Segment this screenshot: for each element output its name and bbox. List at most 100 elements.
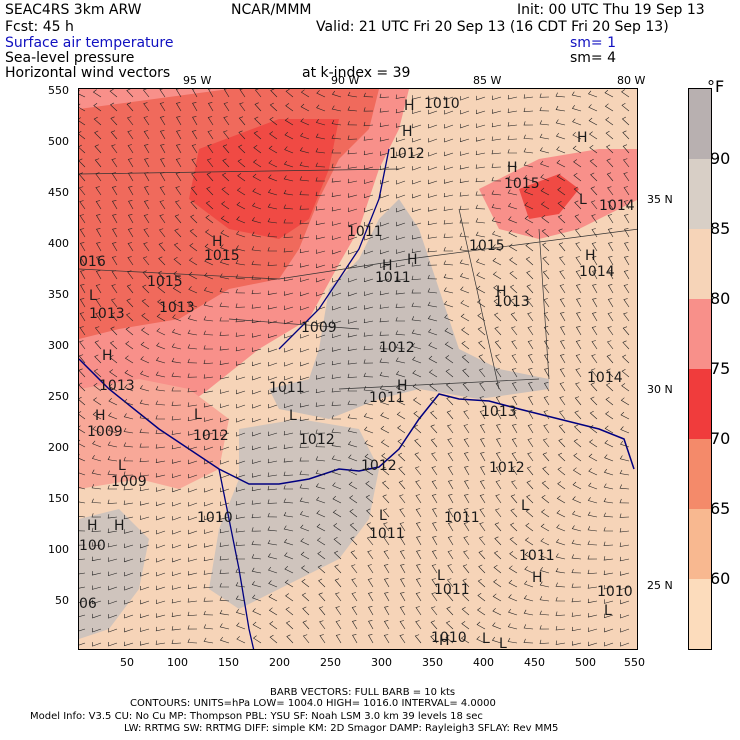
wind-barb <box>523 609 534 616</box>
wind-barb <box>283 417 294 422</box>
y-tick: 50 <box>55 594 69 607</box>
wind-barb <box>559 284 566 294</box>
wind-barb <box>528 382 534 392</box>
wind-barb <box>283 175 294 182</box>
wind-barb <box>364 291 374 296</box>
wind-barb <box>236 473 246 479</box>
wind-barb <box>236 459 246 465</box>
wind-barb <box>285 606 294 616</box>
wind-barb <box>507 122 518 127</box>
wind-barb <box>555 92 566 98</box>
wind-barb <box>620 628 630 633</box>
colorbar-swatch <box>689 509 711 579</box>
physics-info: LW: RRTMG SW: RRTMG DIFF: simple KM: 2D … <box>124 723 559 734</box>
wind-barb <box>460 123 470 129</box>
wind-barb <box>605 396 614 406</box>
wind-barb <box>379 385 390 392</box>
wind-barb <box>299 147 310 154</box>
wind-barb <box>155 429 166 434</box>
wind-barb <box>543 326 550 336</box>
wind-barb <box>432 522 438 532</box>
wind-barb <box>348 468 358 476</box>
wind-barb <box>539 610 550 616</box>
pressure-label: 1015 <box>504 176 540 192</box>
state-borders <box>79 168 637 390</box>
wind-barb <box>379 371 390 378</box>
wind-barb <box>427 261 438 266</box>
wind-barb <box>412 109 422 114</box>
wind-barb <box>95 214 102 224</box>
pressure-label: 1012 <box>389 146 425 162</box>
wind-barb <box>139 457 150 463</box>
wind-barb <box>191 172 198 182</box>
wind-barb <box>267 189 278 196</box>
wind-barb <box>364 236 374 241</box>
wind-barb <box>476 299 486 308</box>
wind-barb <box>475 204 486 210</box>
wind-barb <box>283 458 294 463</box>
wind-barb <box>93 383 102 392</box>
wind-barb <box>155 458 166 463</box>
wind-barb <box>237 144 246 154</box>
wind-barb <box>557 200 566 210</box>
high-pressure-marker: H <box>439 633 450 649</box>
wind-barb <box>368 620 374 630</box>
wind-barb <box>172 557 182 563</box>
wind-barb <box>236 418 246 423</box>
y-tick: 100 <box>48 543 69 556</box>
wind-barb <box>431 452 438 462</box>
wind-barb <box>524 537 534 546</box>
colorbar-swatch <box>689 229 711 299</box>
wind-barb <box>379 331 390 336</box>
wind-barb <box>508 608 518 616</box>
wind-barb <box>236 187 246 196</box>
wind-barb <box>588 641 598 647</box>
wind-barb <box>94 326 102 336</box>
wind-barb <box>269 131 278 140</box>
x-tick: 450 <box>524 656 545 669</box>
wind-barb <box>235 487 246 492</box>
wind-barb <box>331 119 342 126</box>
wind-barb <box>620 397 630 406</box>
wind-barb <box>267 203 278 210</box>
wind-barb <box>416 536 422 546</box>
wind-barb <box>427 234 438 239</box>
wind-barb <box>462 578 470 588</box>
wind-barb <box>493 285 502 294</box>
wind-barb <box>603 497 614 504</box>
wind-barb <box>235 514 246 519</box>
wind-barb <box>557 452 566 462</box>
wind-barb <box>347 164 358 169</box>
wind-barb <box>379 93 390 98</box>
wind-barb <box>219 636 230 644</box>
wind-barb <box>127 214 134 224</box>
contour-info: CONTOURS: UNITS=hPa LOW= 1004.0 HIGH= 10… <box>130 698 496 709</box>
wind-barb <box>219 273 230 280</box>
wind-barb <box>128 200 134 210</box>
wind-barb <box>126 284 134 294</box>
wind-barb <box>395 343 406 350</box>
wind-barb <box>156 530 166 535</box>
wind-barb <box>396 397 406 406</box>
wind-barb <box>108 585 118 591</box>
wind-barb <box>445 355 454 364</box>
wind-barb <box>269 621 278 630</box>
wind-barb <box>141 298 150 308</box>
high-pressure-marker: H <box>496 284 507 300</box>
wind-barb <box>347 414 358 420</box>
wind-barb <box>383 620 390 630</box>
wind-barb <box>283 218 294 224</box>
wind-barb <box>539 133 550 140</box>
wind-barb <box>347 333 358 338</box>
wind-barb <box>493 579 502 588</box>
y-tick: 500 <box>48 135 69 148</box>
wind-barb <box>109 340 118 350</box>
wind-barb <box>399 494 406 504</box>
wind-barb <box>621 116 630 126</box>
wind-barb <box>540 187 550 196</box>
wind-barb <box>351 592 358 602</box>
wind-barb <box>236 389 246 395</box>
wind-barb <box>142 284 150 294</box>
wind-barb <box>171 639 182 644</box>
wind-barb <box>476 272 486 280</box>
